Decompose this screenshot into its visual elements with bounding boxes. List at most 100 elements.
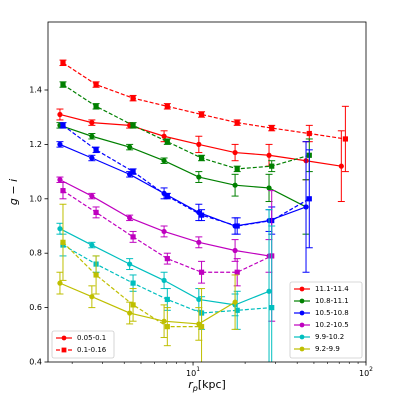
marker — [164, 139, 170, 145]
marker — [232, 182, 238, 188]
marker — [57, 226, 63, 232]
marker — [60, 188, 66, 194]
x-tick-power: 1 — [196, 366, 200, 373]
marker — [89, 294, 95, 300]
marker — [299, 346, 305, 352]
marker — [306, 196, 312, 202]
legend-label: 10.2-10.5 — [315, 321, 349, 329]
marker — [164, 256, 170, 262]
marker — [299, 286, 305, 292]
marker — [198, 324, 205, 330]
marker — [161, 133, 167, 139]
series-line — [62, 62, 346, 140]
series-line — [59, 124, 307, 208]
marker — [164, 103, 170, 109]
marker — [61, 335, 67, 341]
marker — [161, 228, 167, 235]
marker — [232, 149, 238, 156]
marker — [232, 299, 238, 305]
marker — [266, 288, 272, 294]
marker — [198, 155, 205, 161]
x-label-main: r — [188, 378, 194, 391]
marker — [196, 296, 202, 303]
marker — [93, 147, 99, 153]
marker — [60, 239, 66, 245]
series-line — [59, 282, 236, 325]
style-legend: 0.05-0.1 0.1-0.16 — [51, 330, 115, 359]
marker — [130, 122, 136, 128]
legend-label: 9.2-9.9 — [315, 345, 340, 353]
marker — [130, 302, 136, 308]
x-tick-base: 10 — [359, 369, 369, 378]
marker — [299, 298, 305, 304]
marker — [127, 261, 133, 267]
marker — [89, 133, 95, 139]
marker — [60, 60, 66, 66]
marker — [303, 204, 309, 210]
marker — [234, 120, 240, 126]
plot-frame — [47, 21, 367, 363]
marker — [306, 130, 312, 137]
marker — [127, 310, 133, 316]
x-label-rest: [kpc] — [198, 378, 226, 391]
marker — [234, 307, 240, 313]
marker — [161, 318, 167, 324]
marker — [342, 136, 348, 142]
marker — [299, 334, 305, 340]
marker — [89, 193, 95, 199]
marker — [299, 310, 305, 316]
marker — [57, 177, 63, 183]
legend-label: 10.5-10.8 — [315, 309, 349, 317]
marker — [89, 155, 95, 161]
marker — [266, 185, 272, 191]
legend-label: 10.8-11.1 — [315, 297, 349, 305]
x-tick-power: 2 — [369, 366, 373, 373]
marker — [164, 296, 170, 303]
marker — [57, 280, 63, 286]
series-line — [62, 124, 310, 227]
marker — [130, 234, 136, 240]
marker — [93, 103, 99, 109]
series-line — [62, 84, 310, 170]
y-tick-label: 0.6 — [29, 303, 42, 312]
marker — [61, 347, 67, 353]
y-tick-label: 0.8 — [29, 249, 42, 258]
marker — [93, 209, 99, 215]
y-tick-label: 1.2 — [29, 140, 42, 149]
marker — [93, 272, 99, 278]
marker — [269, 125, 275, 131]
marker — [232, 247, 238, 254]
x-label-sub: p — [192, 384, 198, 393]
marker — [89, 242, 95, 248]
marker — [234, 269, 240, 275]
plot-area — [56, 59, 349, 362]
legend-label: 11.1-11.4 — [315, 285, 349, 293]
marker — [196, 239, 202, 245]
marker — [269, 163, 275, 169]
legend-label: 0.1-0.16 — [77, 346, 107, 354]
marker — [127, 144, 133, 150]
marker — [234, 166, 240, 172]
marker — [130, 95, 136, 101]
marker — [93, 81, 99, 88]
marker — [161, 277, 167, 283]
marker — [161, 158, 167, 164]
marker — [234, 223, 240, 229]
marker — [269, 305, 275, 311]
marker — [266, 152, 272, 158]
x-tick-label: 102 — [359, 366, 373, 378]
y-tick-label: 1.4 — [29, 86, 42, 95]
x-tick-label: 101 — [186, 366, 200, 378]
mass-legend: 11.1-11.4 10.8-11.1 10.5-10.8 10.2-10.5 9.9-… — [289, 281, 363, 359]
x-axis-label: rp[kpc] — [188, 378, 226, 393]
marker — [299, 322, 305, 328]
marker — [130, 280, 136, 286]
marker — [338, 163, 344, 169]
legend-label: 9.9-10.2 — [315, 333, 344, 341]
marker — [164, 193, 170, 199]
marker — [130, 169, 136, 175]
y-tick-label: 1.0 — [29, 194, 42, 203]
marker — [198, 111, 205, 118]
marker — [127, 215, 133, 221]
